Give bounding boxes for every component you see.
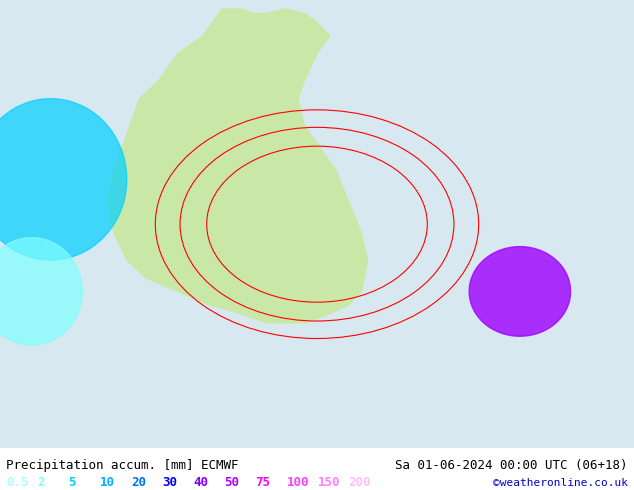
- Text: 5: 5: [68, 476, 76, 489]
- Text: Precipitation accum. [mm] ECMWF: Precipitation accum. [mm] ECMWF: [6, 459, 239, 472]
- Text: 20: 20: [131, 476, 146, 489]
- Text: 30: 30: [162, 476, 177, 489]
- Text: Sa 01-06-2024 00:00 UTC (06+18): Sa 01-06-2024 00:00 UTC (06+18): [395, 459, 628, 472]
- Text: 150: 150: [318, 476, 340, 489]
- Text: 0.5: 0.5: [6, 476, 29, 489]
- Polygon shape: [469, 246, 571, 336]
- Text: 100: 100: [287, 476, 309, 489]
- Text: 10: 10: [100, 476, 115, 489]
- Text: 200: 200: [349, 476, 371, 489]
- Text: 50: 50: [224, 476, 239, 489]
- Text: ©weatheronline.co.uk: ©weatheronline.co.uk: [493, 477, 628, 488]
- Text: 75: 75: [256, 476, 270, 489]
- Text: 40: 40: [193, 476, 208, 489]
- Polygon shape: [0, 238, 82, 345]
- Polygon shape: [108, 9, 368, 323]
- Text: 2: 2: [37, 476, 45, 489]
- Polygon shape: [0, 98, 127, 260]
